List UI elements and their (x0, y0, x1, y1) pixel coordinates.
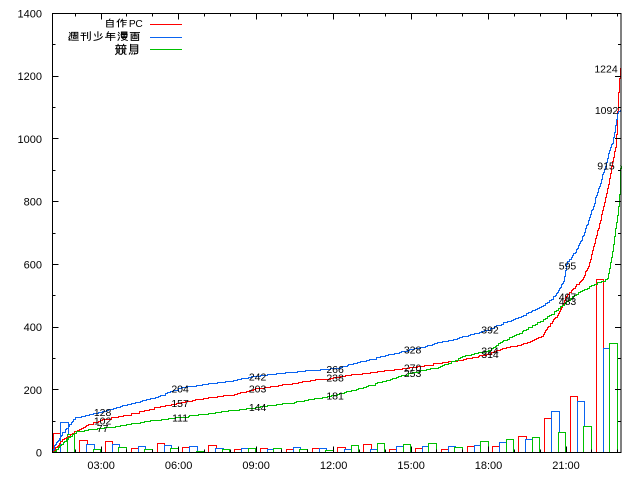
svg-text:0: 0 (36, 448, 42, 460)
svg-text:324: 324 (481, 346, 499, 358)
svg-text:266: 266 (326, 364, 344, 376)
svg-text:204: 204 (171, 383, 189, 395)
svg-text:09:00: 09:00 (242, 460, 270, 472)
svg-text:328: 328 (404, 344, 422, 356)
svg-text:270: 270 (404, 363, 422, 375)
svg-text:200: 200 (24, 385, 42, 397)
svg-text:392: 392 (481, 324, 499, 336)
svg-text:144: 144 (249, 402, 267, 414)
svg-text:314: 314 (481, 349, 499, 361)
svg-text:06:00: 06:00 (165, 460, 193, 472)
svg-text:800: 800 (24, 197, 42, 209)
svg-text:77: 77 (97, 423, 109, 435)
svg-text:203: 203 (249, 384, 267, 396)
svg-text:21:00: 21:00 (552, 460, 580, 472)
svg-text:128: 128 (94, 407, 112, 419)
svg-text:181: 181 (326, 391, 344, 403)
svg-text:157: 157 (171, 398, 189, 410)
svg-text:253: 253 (404, 368, 422, 380)
svg-text:111: 111 (172, 413, 188, 425)
svg-text:15:00: 15:00 (397, 460, 425, 472)
svg-text:1200: 1200 (18, 71, 42, 83)
svg-text:18:00: 18:00 (475, 460, 503, 472)
svg-text:102: 102 (94, 415, 112, 427)
svg-text:600: 600 (24, 259, 42, 271)
svg-text:242: 242 (249, 371, 267, 383)
svg-text:497: 497 (559, 292, 577, 304)
svg-text:12:00: 12:00 (320, 460, 348, 472)
svg-text:595: 595 (559, 261, 577, 273)
svg-text:483: 483 (559, 296, 577, 308)
svg-text:1400: 1400 (18, 9, 42, 21)
svg-text:1092: 1092 (595, 105, 619, 117)
svg-text:1000: 1000 (18, 134, 42, 146)
svg-text:238: 238 (326, 373, 344, 385)
svg-text:915: 915 (597, 160, 615, 172)
svg-text:PC: PC (129, 19, 143, 30)
svg-text:03:00: 03:00 (87, 460, 115, 472)
svg-text:400: 400 (24, 322, 42, 334)
svg-text:1224: 1224 (594, 64, 618, 76)
